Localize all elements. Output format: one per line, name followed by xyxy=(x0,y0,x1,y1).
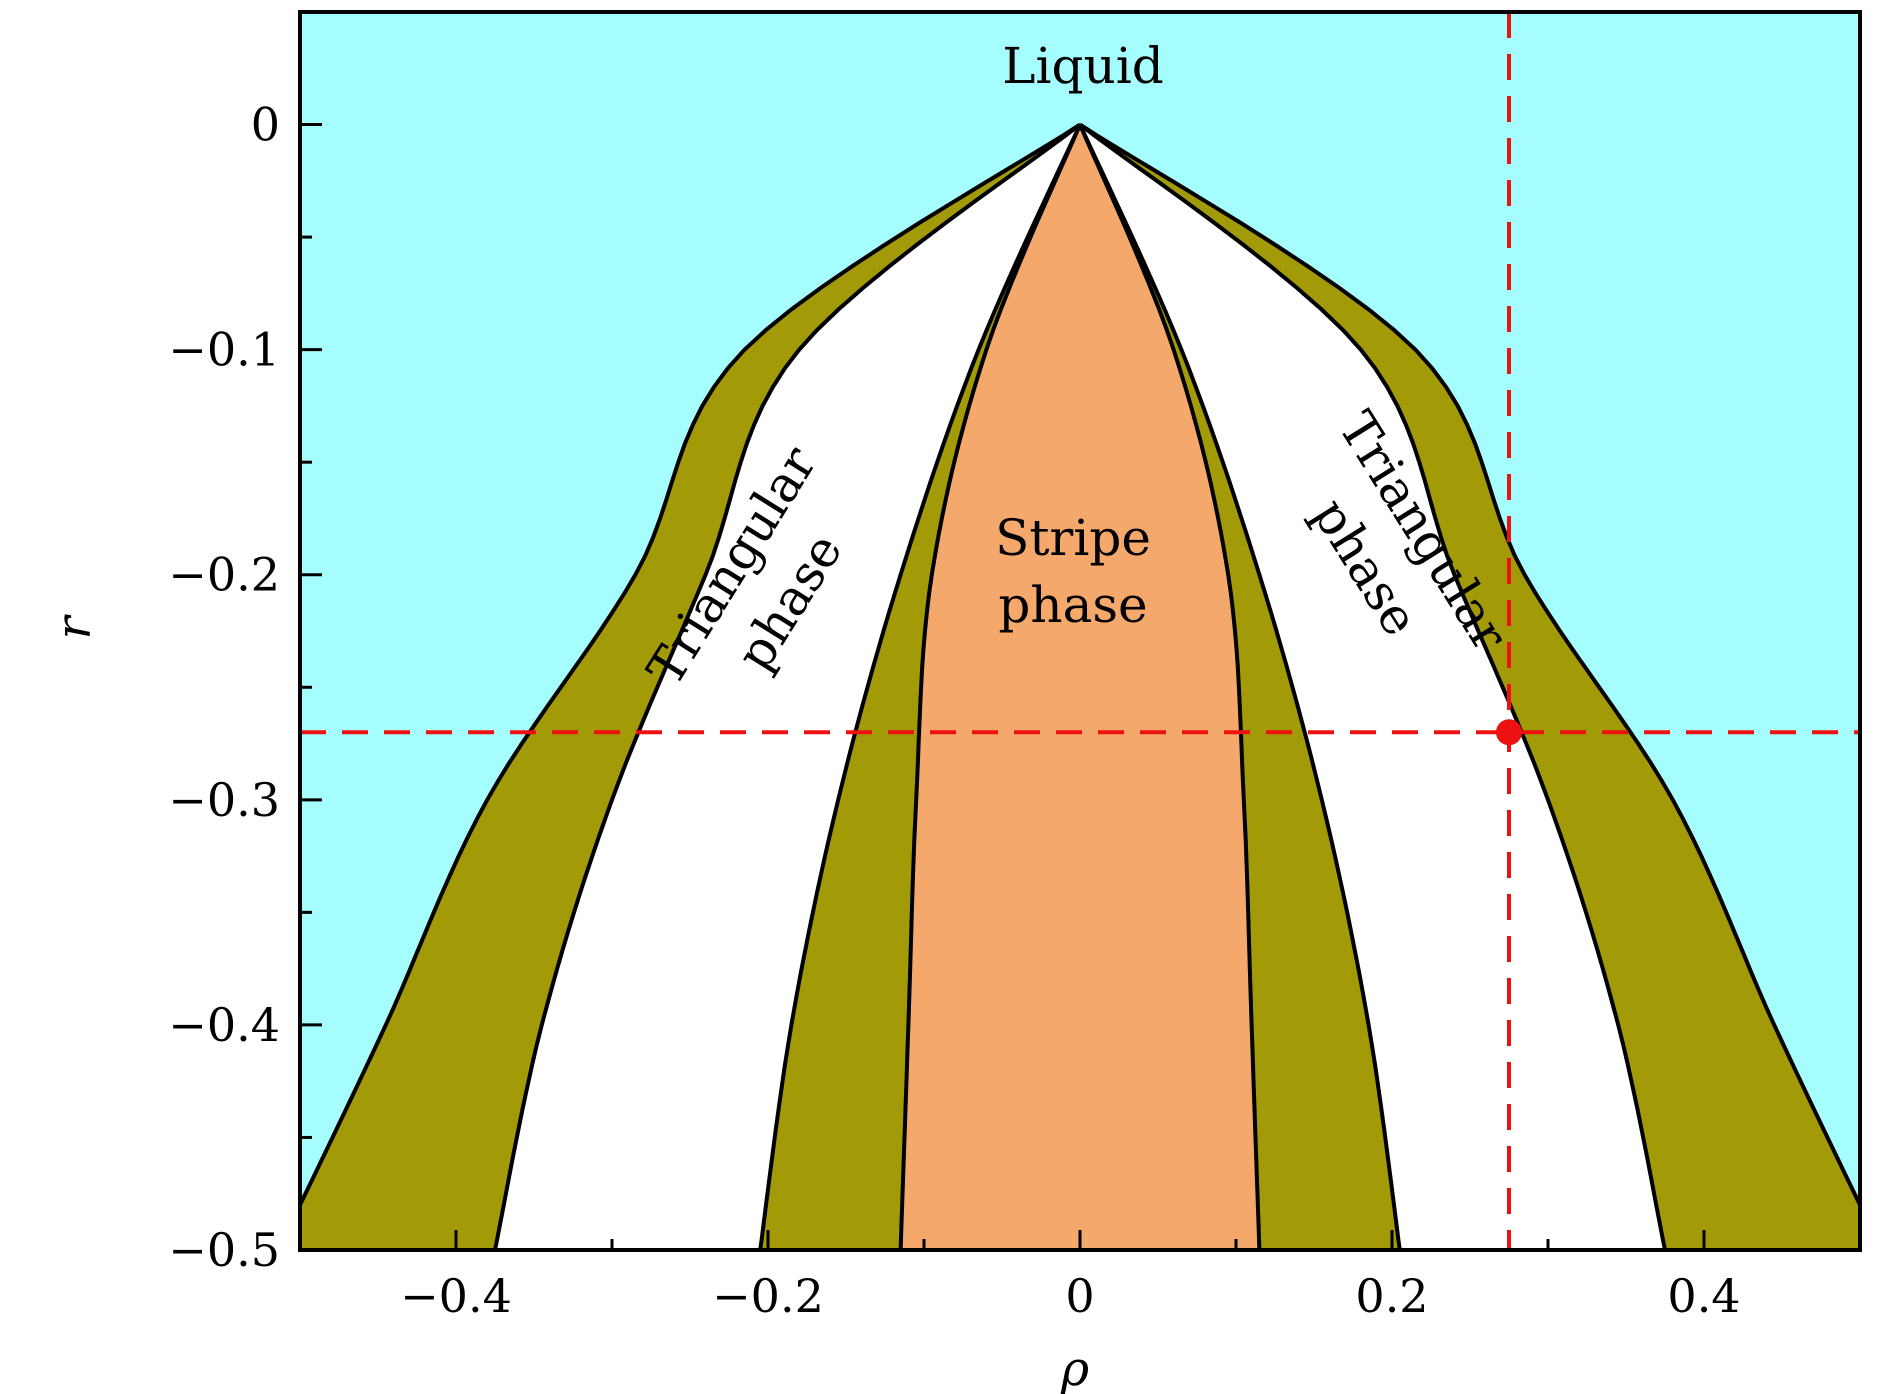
x-tick-label: −0.2 xyxy=(712,1269,824,1323)
x-tick-label: 0 xyxy=(1065,1269,1094,1323)
stripe-label-line1: Stripe xyxy=(995,509,1151,567)
axis-ticks xyxy=(300,123,1706,1252)
liquid-boundary-left xyxy=(300,122,1082,1210)
stripe-region xyxy=(900,124,1260,1250)
triangular-outer-boundary-left xyxy=(492,122,1082,1250)
x-tick-label: 0.4 xyxy=(1667,1269,1740,1323)
liquid-label: Liquid xyxy=(1002,37,1163,95)
y-tick-label: −0.5 xyxy=(168,1223,280,1277)
triangular-inner-boundary-right xyxy=(1078,123,1402,1250)
axis-tick-labels: −0.4 −0.2 0 0.2 0.4 0 −0.1 −0.2 −0.3 −0.4 −0.5 xyxy=(168,98,1740,1323)
liquid-boundary-right xyxy=(1078,122,1860,1210)
plot-regions xyxy=(300,12,1860,1250)
y-tick-label: −0.4 xyxy=(168,998,280,1052)
marker-point xyxy=(1496,719,1522,746)
triangular-outer-boundary-right xyxy=(1078,122,1668,1250)
stripe-boundary-left xyxy=(898,123,1082,1250)
y-tick-label: −0.1 xyxy=(168,323,280,377)
x-tick-label: 0.2 xyxy=(1355,1269,1428,1323)
x-axis-title: ρ xyxy=(1060,1341,1089,1394)
y-tick-label: −0.2 xyxy=(168,548,280,602)
plot-boundaries xyxy=(300,122,1860,1250)
triangular-inner-boundary-left xyxy=(758,123,1082,1250)
x-tick-label: −0.4 xyxy=(400,1269,512,1323)
y-axis-title: r xyxy=(46,613,102,639)
y-tick-label: 0 xyxy=(251,98,280,152)
stripe-boundary-right xyxy=(1078,123,1262,1250)
y-tick-label: −0.3 xyxy=(168,773,280,827)
stripe-label-line2: phase xyxy=(998,576,1147,634)
reference-lines xyxy=(300,12,1860,1250)
